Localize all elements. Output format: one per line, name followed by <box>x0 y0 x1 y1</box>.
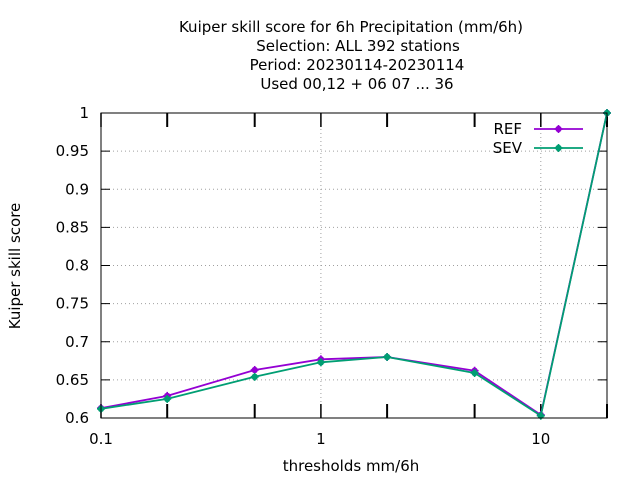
y-tick-label: 0.85 <box>56 218 89 236</box>
data-point-ref <box>250 365 259 374</box>
y-axis-label: Kuiper skill score <box>6 203 24 330</box>
y-tick-label: 0.95 <box>56 142 89 160</box>
data-point-sev <box>470 369 479 378</box>
y-tick-label: 0.7 <box>65 333 89 351</box>
series-ref <box>97 109 611 419</box>
legend-marker-sev <box>554 144 563 152</box>
data-point-sev <box>250 372 259 381</box>
legend-marker-ref <box>554 125 563 133</box>
x-tick-label: 1 <box>316 430 326 448</box>
x-tick-labels: 0.1 1 10 <box>89 430 550 448</box>
legend-label-sev: SEV <box>493 139 523 157</box>
x-axis-label: thresholds mm/6h <box>283 457 420 475</box>
data-point-sev <box>316 358 325 367</box>
series-line-ref <box>100 112 608 417</box>
series-line-sev <box>100 112 608 418</box>
y-tick-label: 1 <box>79 104 89 122</box>
title-line-3: Period: 20230114-20230114 <box>250 56 465 74</box>
title-line-4: Used 00,12 + 06 07 ... 36 <box>260 75 453 93</box>
data-point-sev <box>163 394 172 403</box>
y-tick-label: 0.75 <box>56 295 89 313</box>
y-tick-labels: 0.6 0.65 0.7 0.75 0.8 0.85 0.9 0.95 1 <box>56 104 89 427</box>
chart-title: Kuiper skill score for 6h Precipitation … <box>179 18 523 93</box>
grid-lines <box>101 113 607 418</box>
legend-label-ref: REF <box>493 120 522 138</box>
y-tick-label: 0.9 <box>65 180 89 198</box>
data-series <box>97 109 611 420</box>
title-line-1: Kuiper skill score for 6h Precipitation … <box>179 18 523 36</box>
plot-frame <box>100 112 608 419</box>
title-line-2: Selection: ALL 392 stations <box>256 37 460 55</box>
x-tick-label: 0.1 <box>89 430 113 448</box>
series-sev <box>97 109 611 420</box>
y-tick-label: 0.65 <box>56 371 89 389</box>
x-tick-label: 10 <box>531 430 550 448</box>
legend: REF SEV <box>493 120 583 157</box>
y-tick-label: 0.8 <box>65 257 89 275</box>
data-point-sev <box>383 353 392 361</box>
y-tick-label: 0.6 <box>65 409 89 427</box>
